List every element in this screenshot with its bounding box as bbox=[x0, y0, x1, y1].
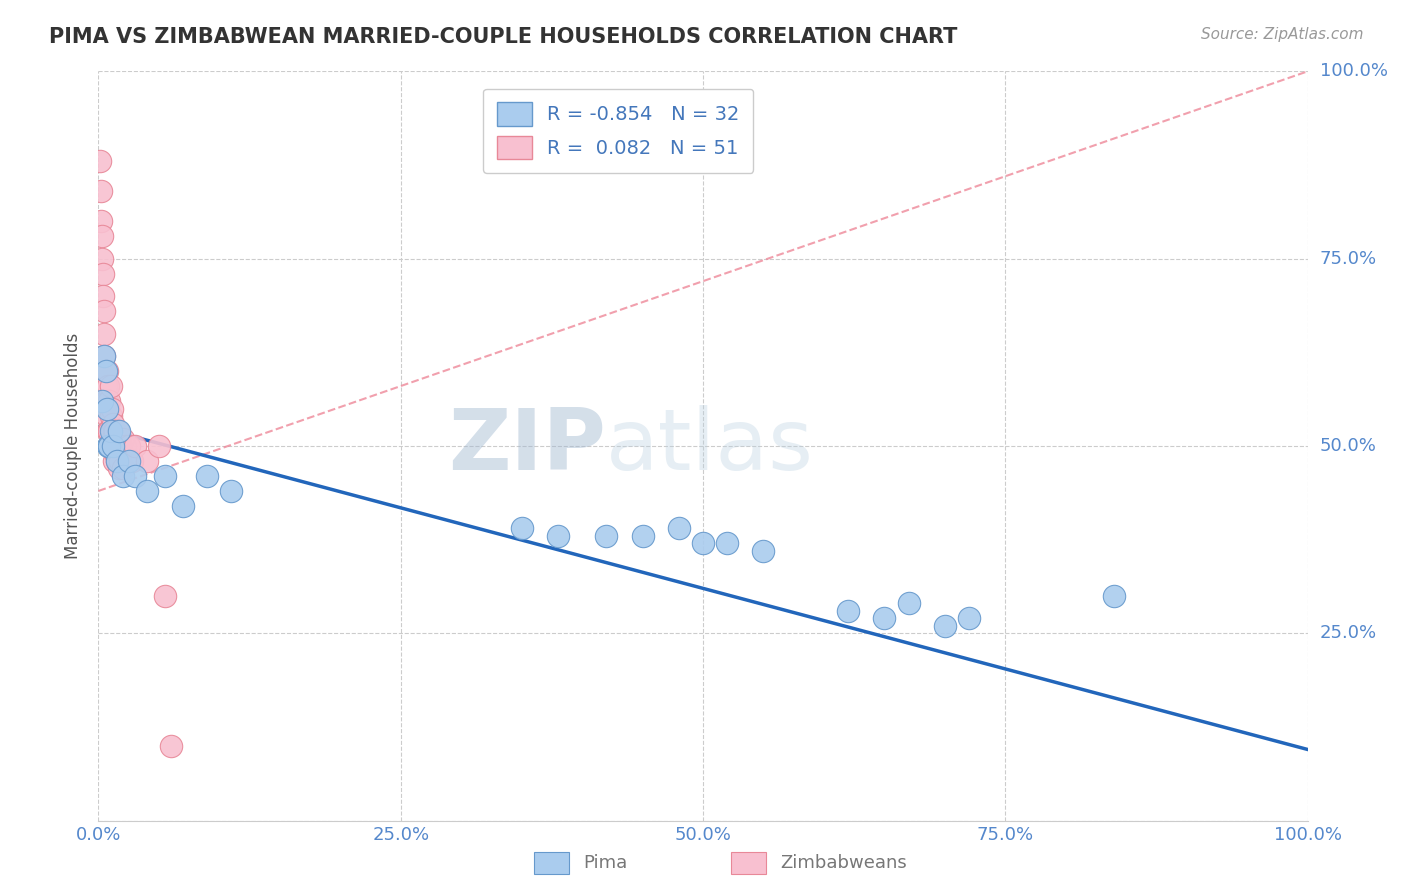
Point bbox=[111, 432, 134, 446]
Text: Source: ZipAtlas.com: Source: ZipAtlas.com bbox=[1201, 27, 1364, 42]
Text: 25.0%: 25.0% bbox=[1320, 624, 1376, 642]
Point bbox=[98, 424, 121, 438]
Point bbox=[91, 267, 114, 281]
Point bbox=[100, 424, 122, 438]
Point bbox=[668, 521, 690, 535]
Point bbox=[195, 469, 218, 483]
Point bbox=[93, 304, 115, 318]
Point bbox=[101, 439, 124, 453]
Point bbox=[111, 461, 134, 475]
Point bbox=[90, 184, 112, 198]
Point bbox=[153, 469, 176, 483]
Point bbox=[94, 379, 117, 393]
Point bbox=[105, 432, 128, 446]
Point bbox=[105, 454, 128, 468]
Point bbox=[124, 439, 146, 453]
Point bbox=[104, 424, 127, 438]
Point bbox=[100, 379, 122, 393]
Point bbox=[108, 432, 131, 446]
Point bbox=[897, 596, 920, 610]
Point bbox=[510, 521, 533, 535]
Point bbox=[97, 401, 120, 416]
Point bbox=[547, 529, 569, 543]
Point bbox=[107, 424, 129, 438]
Point bbox=[107, 446, 129, 460]
Point bbox=[110, 439, 132, 453]
Point bbox=[97, 439, 120, 453]
Point bbox=[97, 379, 120, 393]
Point bbox=[101, 417, 124, 431]
Point bbox=[91, 289, 114, 303]
Point bbox=[716, 536, 738, 550]
Y-axis label: Married-couple Households: Married-couple Households bbox=[65, 333, 83, 559]
Point bbox=[172, 499, 194, 513]
Point bbox=[934, 619, 956, 633]
Point bbox=[118, 454, 141, 468]
Point bbox=[104, 446, 127, 460]
Point bbox=[631, 529, 654, 543]
Text: ZIP: ZIP bbox=[449, 404, 606, 488]
Point bbox=[1102, 589, 1125, 603]
Point bbox=[96, 409, 118, 423]
Point bbox=[108, 432, 131, 446]
Point bbox=[98, 394, 121, 409]
Point bbox=[100, 409, 122, 423]
Point bbox=[91, 229, 114, 244]
Point bbox=[93, 349, 115, 363]
Point bbox=[873, 611, 896, 625]
Text: 100.0%: 100.0% bbox=[1320, 62, 1388, 80]
Point bbox=[105, 454, 128, 468]
Point bbox=[108, 461, 131, 475]
Point bbox=[94, 364, 117, 378]
Point bbox=[118, 439, 141, 453]
Point bbox=[221, 483, 243, 498]
Point bbox=[103, 454, 125, 468]
Point bbox=[957, 611, 980, 625]
Text: Zimbabweans: Zimbabweans bbox=[780, 854, 907, 872]
Text: 75.0%: 75.0% bbox=[1320, 250, 1376, 268]
Point bbox=[91, 394, 114, 409]
Text: atlas: atlas bbox=[606, 404, 814, 488]
Point bbox=[111, 469, 134, 483]
Point bbox=[89, 154, 111, 169]
Point bbox=[752, 544, 775, 558]
Point bbox=[101, 439, 124, 453]
Point bbox=[153, 589, 176, 603]
Point bbox=[100, 424, 122, 438]
Point bbox=[96, 394, 118, 409]
Point bbox=[837, 604, 859, 618]
Point bbox=[121, 454, 143, 468]
Point bbox=[114, 439, 136, 453]
Point bbox=[124, 469, 146, 483]
Point bbox=[108, 454, 131, 468]
Point bbox=[96, 401, 118, 416]
Point bbox=[97, 424, 120, 438]
Point bbox=[98, 439, 121, 453]
Point bbox=[93, 349, 115, 363]
Point bbox=[103, 424, 125, 438]
Point bbox=[160, 739, 183, 753]
Point bbox=[135, 454, 157, 468]
Point bbox=[108, 424, 131, 438]
Point bbox=[595, 529, 617, 543]
Point bbox=[148, 439, 170, 453]
Text: PIMA VS ZIMBABWEAN MARRIED-COUPLE HOUSEHOLDS CORRELATION CHART: PIMA VS ZIMBABWEAN MARRIED-COUPLE HOUSEH… bbox=[49, 27, 957, 46]
Text: Pima: Pima bbox=[583, 854, 627, 872]
Point bbox=[100, 401, 122, 416]
Point bbox=[96, 364, 118, 378]
Point bbox=[94, 394, 117, 409]
Legend: R = -0.854   N = 32, R =  0.082   N = 51: R = -0.854 N = 32, R = 0.082 N = 51 bbox=[484, 88, 754, 173]
Point bbox=[93, 326, 115, 341]
Point bbox=[135, 483, 157, 498]
Point bbox=[90, 214, 112, 228]
Point bbox=[100, 439, 122, 453]
Text: 50.0%: 50.0% bbox=[1320, 437, 1376, 455]
Point bbox=[91, 252, 114, 266]
Point bbox=[94, 364, 117, 378]
Point bbox=[692, 536, 714, 550]
